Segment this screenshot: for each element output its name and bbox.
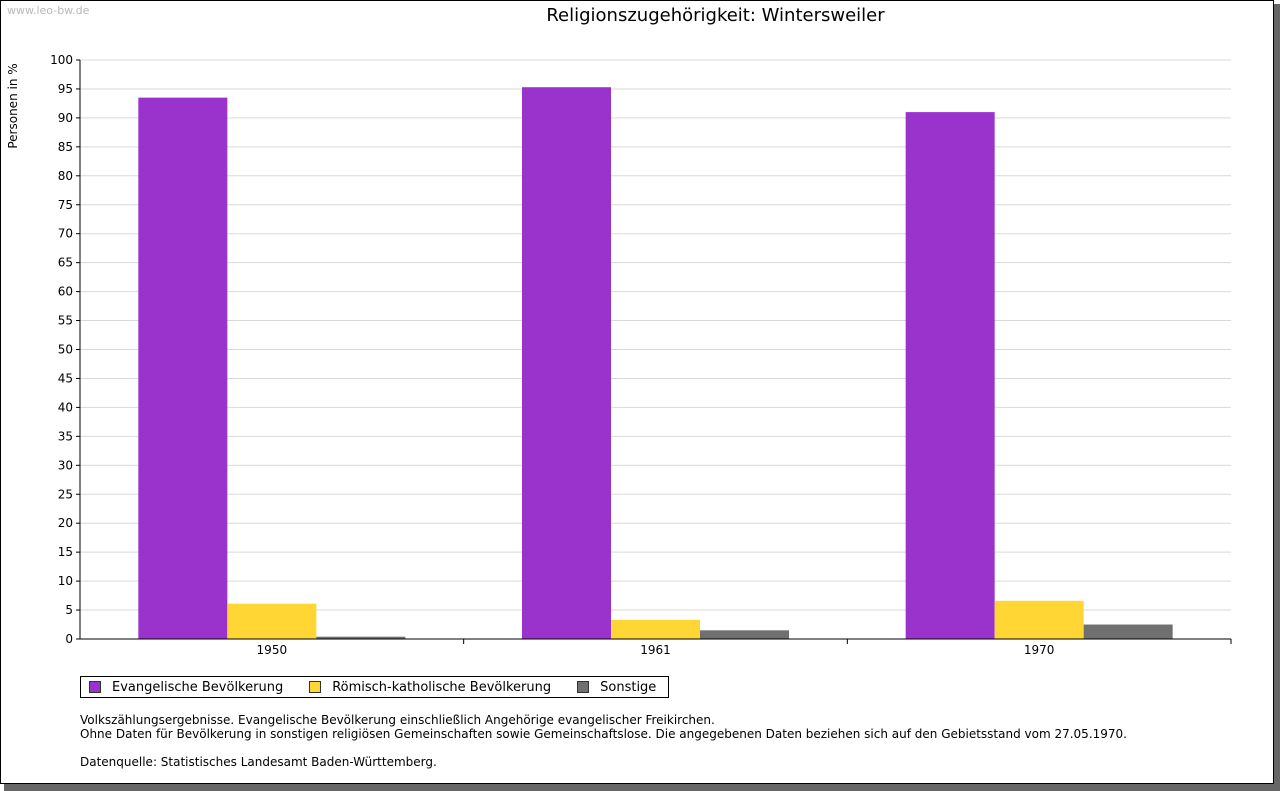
- bar-evangelische-1961: [522, 87, 611, 639]
- y-tick-label: 15: [58, 545, 73, 559]
- y-tick-label: 65: [58, 256, 73, 270]
- legend-label-evangelisch: Evangelische Bevölkerung: [112, 679, 284, 695]
- y-tick-label: 90: [58, 111, 73, 125]
- watermark: www.leo-bw.de: [7, 4, 90, 17]
- legend-swatch-katholisch: [309, 681, 322, 693]
- bar-sonstige-1950: [316, 636, 406, 639]
- legend-item-evangelisch: Evangelische Bevölkerung: [89, 680, 283, 695]
- y-tick-label: 70: [58, 227, 73, 241]
- x-tick-label: 1970: [1024, 643, 1055, 657]
- legend: Evangelische Bevölkerung Römisch-katholi…: [80, 676, 670, 698]
- y-tick-label: 45: [58, 371, 73, 385]
- frame-shadow-bottom: [4, 784, 1280, 791]
- note-line-1: Volkszählungsergebnisse. Evangelische Be…: [80, 713, 715, 727]
- legend-swatch-evangelisch: [89, 681, 101, 693]
- legend-swatch-sonstige: [577, 681, 590, 693]
- y-tick-label: 95: [58, 82, 73, 96]
- y-tick-label: 50: [58, 343, 73, 357]
- bar-sonstige-1970: [1083, 624, 1173, 639]
- y-tick-label: 0: [65, 632, 73, 646]
- y-tick-label: 20: [58, 516, 73, 530]
- y-tick-label: 25: [58, 487, 73, 501]
- y-tick-label: 30: [58, 458, 73, 472]
- y-tick-label: 40: [58, 400, 73, 414]
- note-line-2: Ohne Daten für Bevölkerung in sonstigen …: [80, 727, 1127, 741]
- y-tick-label: 5: [65, 603, 73, 617]
- bar-rmischkatholische-1961: [611, 619, 700, 639]
- chart-title: Religionszugehörigkeit: Wintersweiler: [546, 5, 885, 26]
- y-tick-label: 10: [58, 574, 73, 588]
- y-tick-label: 100: [50, 53, 73, 67]
- bar-evangelische-1970: [905, 112, 995, 640]
- legend-label-sonstige: Sonstige: [600, 679, 657, 695]
- chart-notes: Volkszählungsergebnisse. Evangelische Be…: [80, 713, 1127, 769]
- y-tick-label: 75: [58, 198, 73, 212]
- bar-rmischkatholische-1970: [994, 600, 1084, 639]
- x-tick-label: 1950: [257, 643, 288, 657]
- bar-rmischkatholische-1950: [227, 603, 317, 639]
- y-tick-label: 60: [58, 285, 73, 299]
- bar-sonstige-1961: [700, 630, 789, 639]
- legend-item-sonstige: Sonstige: [577, 680, 656, 695]
- bar-chart: Religionszugehörigkeit: Wintersweiler Per…: [6, 5, 1232, 657]
- x-tick-label: 1961: [640, 643, 671, 657]
- legend-item-katholisch: Römisch-katholische Bevölkerung: [309, 680, 551, 695]
- data-source: Datenquelle: Statistisches Landesamt Bad…: [80, 755, 437, 769]
- y-tick-label: 85: [58, 140, 73, 154]
- legend-label-katholisch: Römisch-katholische Bevölkerung: [332, 679, 552, 695]
- y-tick-label: 80: [58, 169, 73, 183]
- y-tick-label: 55: [58, 314, 73, 328]
- y-tick-label: 35: [58, 429, 73, 443]
- frame-shadow-right: [1274, 4, 1280, 790]
- bar-evangelische-1950: [138, 97, 228, 639]
- y-axis-label: Personen in %: [6, 63, 20, 148]
